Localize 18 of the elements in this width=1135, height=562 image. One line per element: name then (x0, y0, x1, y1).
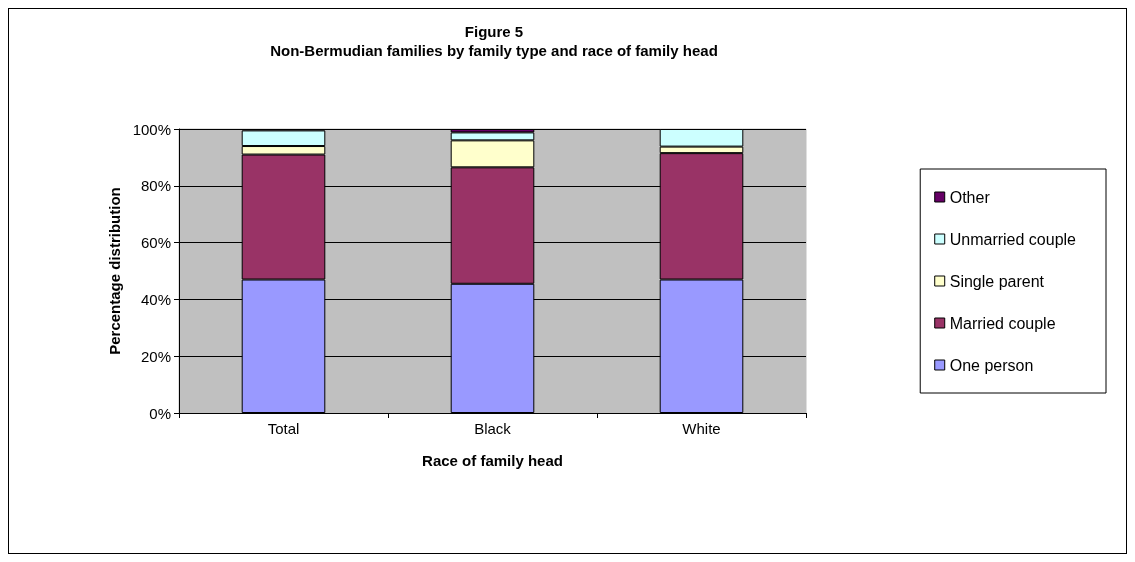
x-tick-label: Total (267, 420, 300, 437)
legend-label: Married couple (949, 314, 1056, 332)
y-tick-label: 60% (140, 234, 171, 252)
y-tick-label: 20% (140, 347, 171, 365)
legend-label: Other (949, 188, 991, 206)
chart-title: Figure 5 (464, 23, 524, 40)
x-tick-label: White (682, 420, 721, 437)
legend-label: Single parent (949, 272, 1045, 290)
y-tick-label: 100% (132, 120, 171, 138)
y-axis-title: Percentage distribution (105, 187, 123, 355)
y-tick-label: 40% (140, 290, 171, 308)
legend-label: One person (949, 356, 1034, 374)
y-tick-label: 80% (140, 177, 171, 195)
legend-label: Unmarried couple (949, 230, 1077, 248)
x-tick-label: Black (474, 420, 512, 437)
x-axis-title: Race of family head (422, 452, 563, 469)
chart-subtitle: Non-Bermudian families by family type and race of family head (270, 42, 718, 59)
y-tick-label: 0% (149, 404, 171, 422)
